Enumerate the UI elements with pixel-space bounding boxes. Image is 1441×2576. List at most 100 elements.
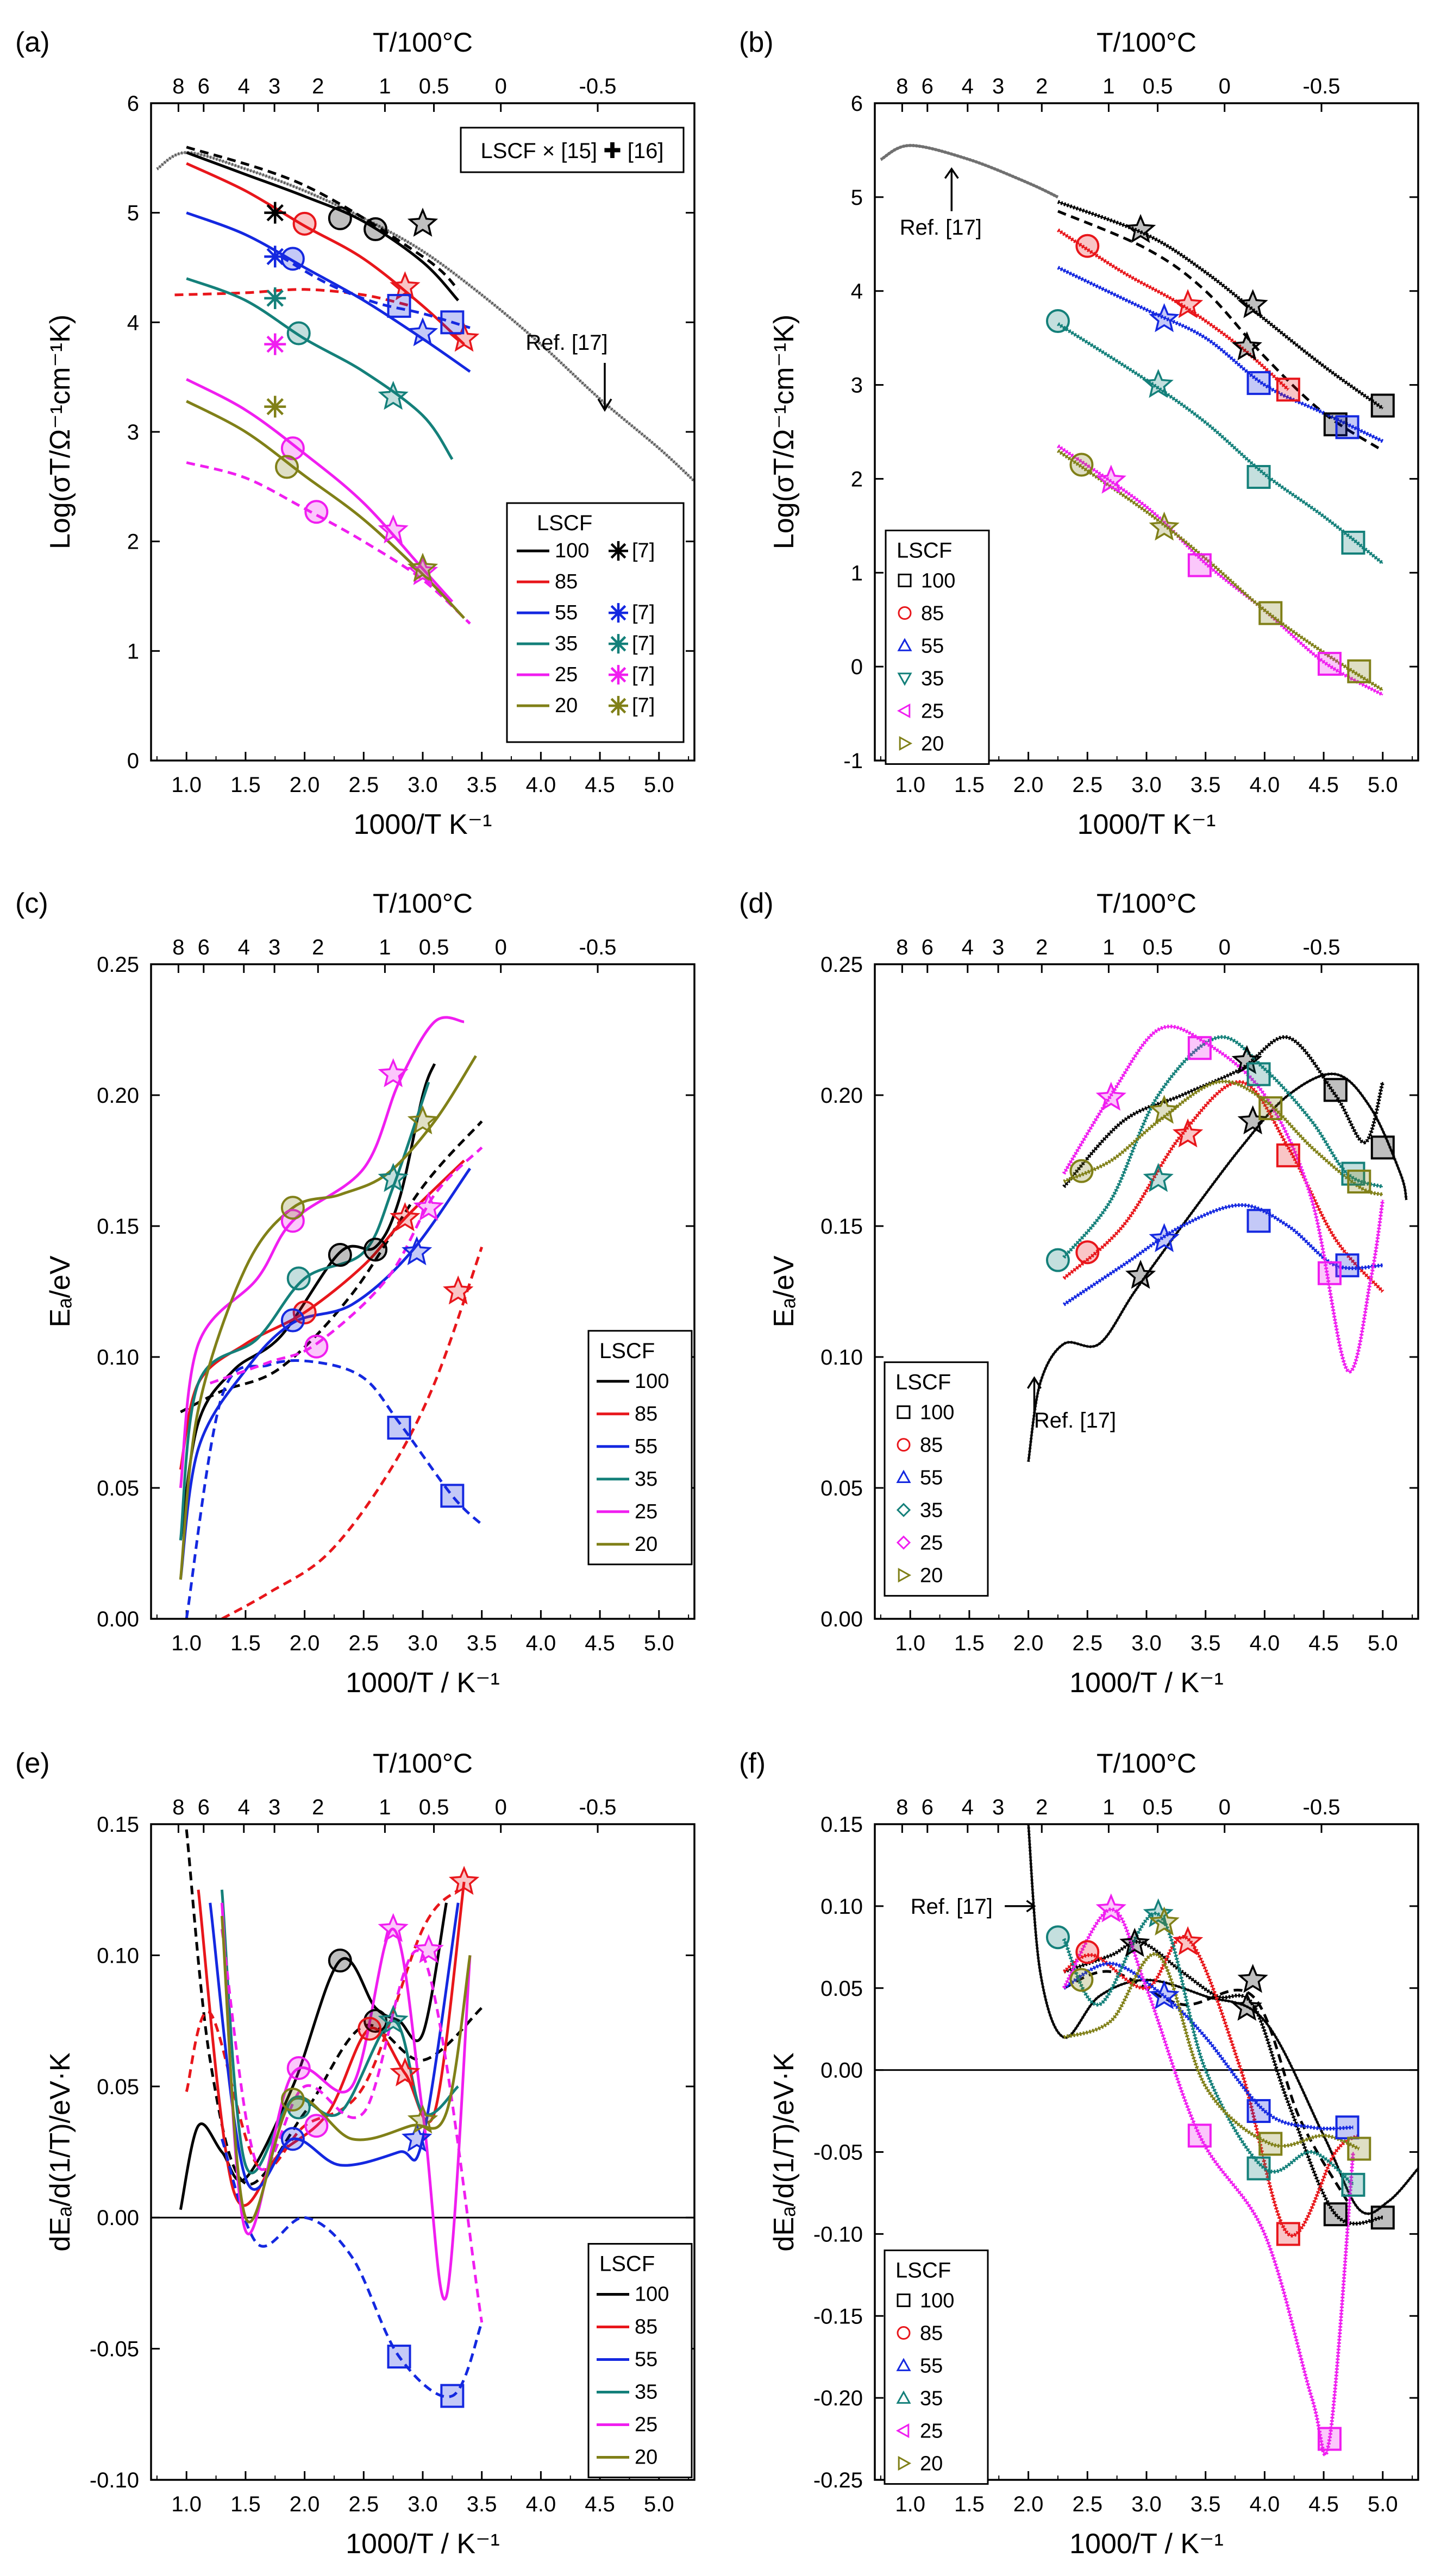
data-marker-square: [1258, 2132, 1283, 2156]
x-tick-label: 2.0: [290, 773, 320, 797]
data-marker-circle: [1075, 1940, 1100, 1964]
series-lscf-85-fit: [1063, 1081, 1383, 1292]
legend-label: 35: [635, 2380, 657, 2403]
legend-swatch-symbol: [896, 1469, 911, 1483]
legend-ref-label: [7]: [632, 694, 655, 717]
top-tick-label: 1: [379, 1795, 391, 1819]
legend-swatch-asterisk-stroke: [610, 636, 626, 652]
x-tick-label: 1.5: [230, 773, 261, 797]
y-tick-label: 0.00: [820, 1607, 863, 1631]
data-marker-star: [390, 2057, 421, 2087]
legend-title: LSCF: [895, 1371, 951, 1394]
data-marker-circle: [275, 455, 299, 479]
legend-label: 25: [921, 700, 944, 723]
series-lscf-25-fit: [1057, 445, 1383, 696]
y-tick-label: 0.00: [97, 1607, 139, 1631]
y-tick-label: -0.15: [813, 2304, 863, 2328]
data-marker-square: [1258, 601, 1283, 625]
data-marker-square: [1246, 371, 1271, 395]
data-marker-star: [1231, 1991, 1262, 2021]
legend-label: 35: [921, 668, 944, 690]
x-tick-label: 3.5: [467, 773, 497, 797]
panel-letter: (f): [739, 1748, 766, 1779]
x-tick-label: 3.0: [1131, 773, 1162, 797]
y-axis-label: dEₐ/d(1/T)/eV·K: [768, 2052, 800, 2251]
top-tick-label: 4: [238, 935, 250, 959]
data-marker-circle: [1045, 1925, 1070, 1950]
top-tick-label: 3: [992, 935, 1004, 959]
legend-swatch-asterisk-stroke: [610, 543, 626, 559]
data-marker-square: [1335, 415, 1359, 439]
legend-swatch-symbol: [898, 2456, 912, 2471]
data-marker-square: [1246, 464, 1271, 489]
legend-label: 25: [920, 1532, 943, 1555]
y-tick-label: 0.05: [820, 1977, 863, 2001]
legend-swatch-symbol: [897, 673, 912, 686]
data-marker-circle: [280, 1308, 305, 1333]
data-marker-square: [1187, 553, 1212, 577]
series-lscf-100-line: [179, 1902, 448, 2210]
data-marker-square: [1246, 1209, 1271, 1233]
annotation-ref17: Ref. [17]: [900, 216, 982, 240]
y-tick-label: 0.05: [97, 1477, 139, 1500]
data-marker-star: [1149, 1223, 1180, 1252]
x-tick-label: 4.0: [526, 1631, 556, 1655]
top-axis-label: T/100°C: [373, 27, 473, 58]
data-marker-square: [1187, 1036, 1212, 1060]
data-marker-asterisk-stroke: [266, 248, 284, 266]
y-tick-label: 0.15: [820, 1813, 863, 1837]
legend-label: 85: [920, 2322, 943, 2345]
data-marker-circle: [280, 247, 305, 271]
data-marker-star: [407, 1105, 438, 1135]
y-tick-label: 2: [851, 467, 863, 491]
data-marker-asterisk: [264, 202, 286, 224]
data-marker-star: [402, 1236, 433, 1266]
legend-title: LSCF: [599, 1339, 655, 1363]
top-tick-label: 2: [312, 74, 324, 98]
top-tick-label: 8: [896, 1795, 908, 1819]
top-tick-label: 1: [1102, 935, 1114, 959]
data-marker-square: [440, 1484, 465, 1508]
series-lscf-25-line: [186, 378, 454, 603]
y-tick-label: 0.15: [97, 1215, 139, 1239]
data-marker-star: [402, 2122, 433, 2152]
x-tick-label: 4.0: [1250, 2492, 1280, 2516]
data-marker-circle: [1075, 234, 1100, 258]
legend-ref-label: [7]: [632, 539, 655, 562]
series-lscf-100-line: [1062, 1035, 1385, 1189]
data-marker-star: [1125, 1260, 1156, 1289]
y-tick-label: 0.00: [97, 2206, 139, 2230]
data-marker-circle: [328, 206, 352, 230]
legend-swatch-asterisk: [609, 634, 628, 654]
x-tick-label: 1.0: [895, 1631, 925, 1655]
data-marker-square: [1323, 1078, 1348, 1102]
plot-frame: [874, 1823, 1419, 2481]
top-tick-label: 6: [922, 1795, 933, 1819]
series-lscf-85-dashed: [174, 288, 411, 307]
legend-swatch-symbol: [898, 574, 912, 587]
data-marker-square: [1246, 2156, 1271, 2181]
x-tick-label: 3.0: [408, 2492, 438, 2516]
plot-area: [1026, 1824, 1418, 2456]
legend-label: 20: [555, 694, 578, 717]
data-marker-square: [1276, 1143, 1300, 1167]
panel-e: (e) T/100°C 8 6 4 3 2 1 0.5 0 -0.5 1.0 1.5 2.0 2.5 3.0 3…: [15, 1748, 696, 2560]
data-marker-star: [407, 317, 438, 347]
data-marker-circle: [1075, 1240, 1100, 1265]
x-tick-label: 1.5: [954, 2492, 985, 2516]
data-marker-square: [1341, 530, 1365, 555]
top-tick-label: 6: [922, 935, 933, 959]
data-marker-square: [1370, 2206, 1395, 2230]
data-marker-circle: [280, 2127, 305, 2151]
x-tick-label: 2.5: [348, 2492, 379, 2516]
data-marker-star: [1149, 1906, 1180, 1936]
y-tick-label: 6: [851, 92, 863, 116]
data-marker-star: [1149, 1095, 1180, 1124]
x-tick-label: 4.0: [526, 2492, 556, 2516]
data-marker-star: [378, 1163, 409, 1192]
series-lscf-100-fit: [1063, 1036, 1383, 1188]
data-marker-square: [1341, 2172, 1365, 2197]
legend-swatch-symbol: [896, 1535, 911, 1550]
series-lscf-20-fit: [1063, 1953, 1359, 2150]
panel-letter: (b): [739, 27, 774, 58]
